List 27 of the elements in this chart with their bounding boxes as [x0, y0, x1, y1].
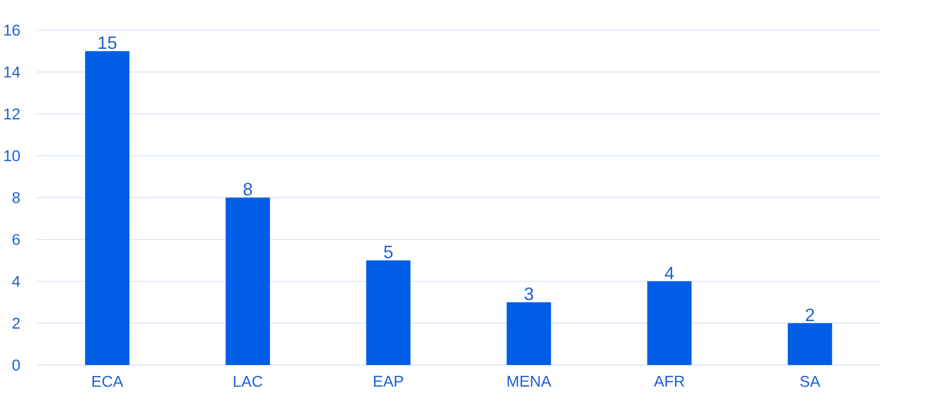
y-tick-label: 10 [4, 150, 20, 162]
bar [788, 323, 832, 366]
data-label: 15 [98, 36, 116, 50]
bar [366, 260, 410, 366]
y-tick-label: 14 [4, 66, 20, 78]
x-tick-label: SA [800, 376, 820, 388]
y-tick-label: 6 [12, 234, 20, 246]
y-tick-label: 12 [4, 108, 20, 120]
bar [506, 302, 552, 366]
y-tick-label: 4 [12, 276, 20, 287]
bar [85, 51, 130, 366]
x-tick-label: LAC [234, 376, 262, 388]
y-tick-label: 0 [12, 360, 20, 371]
x-tick-label: ECA [92, 376, 124, 388]
x-tick-label: AFR [654, 376, 684, 387]
bar [226, 198, 270, 366]
y-tick-label: 16 [4, 24, 20, 36]
x-tick-label: EAP [374, 376, 404, 387]
data-label: 3 [524, 288, 534, 300]
data-label: 8 [244, 182, 252, 196]
data-label: 2 [806, 308, 814, 322]
data-label: 5 [384, 246, 393, 258]
x-tick-label: MENA [508, 376, 552, 387]
bar [647, 281, 692, 366]
y-tick-label: 2 [12, 318, 20, 329]
data-label: 4 [664, 267, 674, 280]
y-tick-label: 8 [12, 192, 20, 204]
